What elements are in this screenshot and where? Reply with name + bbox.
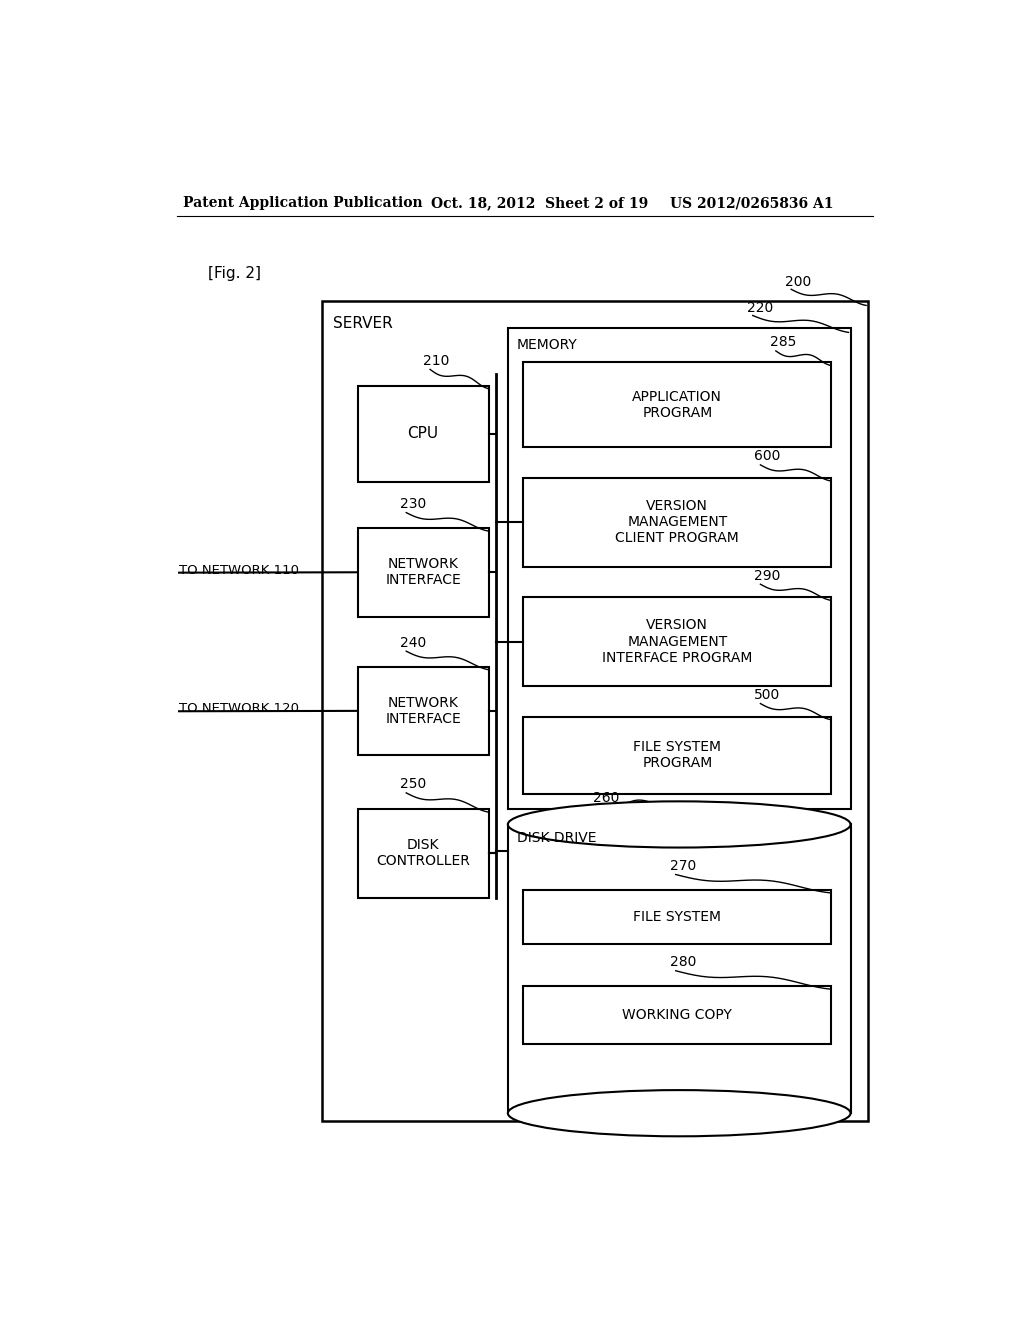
Text: VERSION
MANAGEMENT
INTERFACE PROGRAM: VERSION MANAGEMENT INTERFACE PROGRAM [602, 618, 753, 665]
Text: DISK
CONTROLLER: DISK CONTROLLER [376, 838, 470, 869]
Text: MEMORY: MEMORY [517, 338, 578, 351]
Ellipse shape [508, 1090, 851, 1137]
Text: 600: 600 [755, 449, 780, 463]
Text: 210: 210 [423, 354, 450, 368]
Bar [357, 385, 488, 482]
Text: WORKING COPY: WORKING COPY [623, 1008, 732, 1022]
Bar [357, 528, 488, 616]
Text: US 2012/0265836 A1: US 2012/0265836 A1 [670, 197, 834, 210]
Text: APPLICATION
PROGRAM: APPLICATION PROGRAM [633, 389, 722, 420]
Text: DISK DRIVE: DISK DRIVE [517, 832, 597, 845]
Text: NETWORK
INTERFACE: NETWORK INTERFACE [385, 557, 461, 587]
Text: 260: 260 [593, 791, 618, 805]
Bar [357, 809, 488, 898]
Bar [523, 597, 831, 686]
Bar [523, 890, 831, 944]
Text: CPU: CPU [408, 426, 438, 441]
Text: 250: 250 [400, 777, 426, 792]
Bar [523, 478, 831, 566]
Text: FILE SYSTEM
PROGRAM: FILE SYSTEM PROGRAM [633, 741, 721, 771]
Text: VERSION
MANAGEMENT
CLIENT PROGRAM: VERSION MANAGEMENT CLIENT PROGRAM [615, 499, 739, 545]
Bar [523, 363, 831, 447]
Text: 240: 240 [400, 636, 426, 649]
Text: 280: 280 [670, 956, 696, 969]
Bar [357, 667, 488, 755]
Text: 500: 500 [755, 688, 780, 702]
Text: Patent Application Publication: Patent Application Publication [183, 197, 423, 210]
Bar [523, 717, 831, 793]
Bar [322, 301, 868, 1121]
Text: 290: 290 [755, 569, 780, 582]
Text: FILE SYSTEM: FILE SYSTEM [633, 909, 721, 924]
Text: SERVER: SERVER [333, 317, 393, 331]
Text: Oct. 18, 2012  Sheet 2 of 19: Oct. 18, 2012 Sheet 2 of 19 [431, 197, 648, 210]
Text: 270: 270 [670, 859, 696, 873]
Text: [Fig. 2]: [Fig. 2] [208, 267, 260, 281]
Ellipse shape [508, 801, 851, 847]
Text: 200: 200 [785, 276, 811, 289]
Text: 285: 285 [770, 335, 796, 350]
Bar [523, 986, 831, 1044]
Text: 220: 220 [746, 301, 773, 314]
Text: TO NETWORK 120: TO NETWORK 120 [179, 702, 299, 715]
Bar [508, 327, 851, 809]
Text: TO NETWORK 110: TO NETWORK 110 [179, 564, 299, 577]
Text: 230: 230 [400, 498, 426, 511]
Text: NETWORK
INTERFACE: NETWORK INTERFACE [385, 696, 461, 726]
